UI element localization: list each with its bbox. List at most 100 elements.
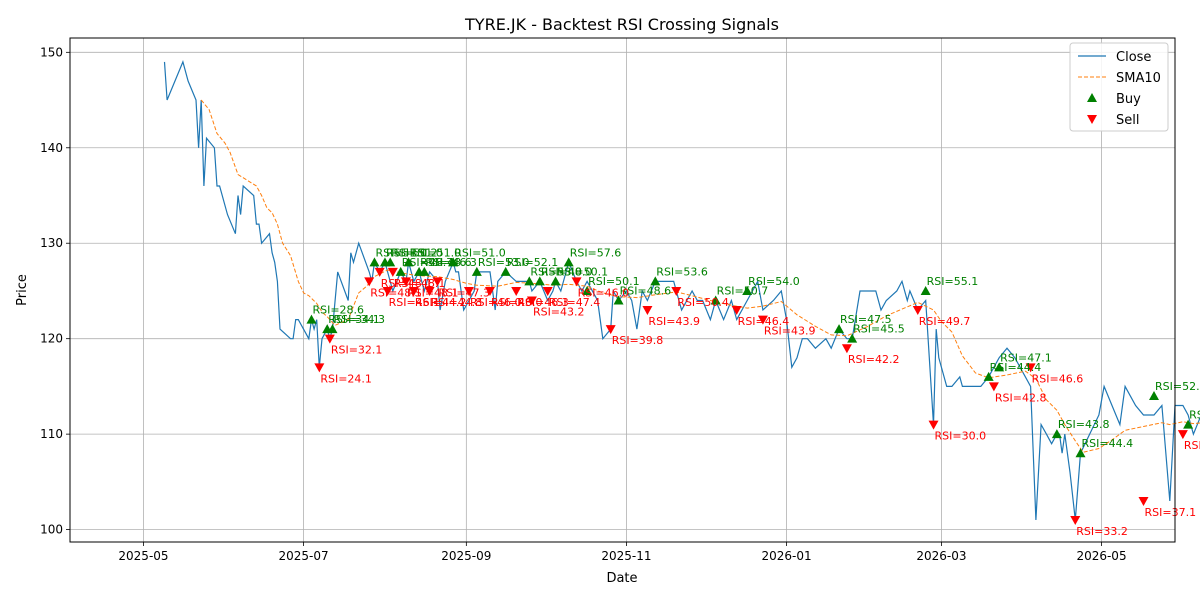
y-tick-label: 140	[40, 141, 63, 155]
buy-label: RSI=28.6	[312, 304, 364, 317]
sell-label: RSI=48.1	[407, 286, 459, 299]
signal-markers	[306, 257, 1194, 526]
sell-marker	[511, 286, 522, 296]
sell-label: RSI=47.3	[438, 286, 490, 299]
buy-label: RSI=53.0	[478, 256, 530, 269]
sell-marker	[542, 286, 553, 296]
buy-marker	[983, 371, 994, 381]
x-tick-label: 2026-01	[761, 549, 811, 563]
y-tick-label: 130	[40, 236, 63, 250]
buy-marker	[582, 285, 593, 295]
chart-title: TYRE.JK - Backtest RSI Crossing Signals	[464, 15, 779, 34]
sell-marker	[364, 277, 375, 287]
buy-marker	[650, 276, 661, 286]
x-tick-label: 2026-05	[1076, 549, 1126, 563]
buy-label: RSI=43.8	[1058, 418, 1110, 431]
x-tick-label: 2025-05	[118, 549, 168, 563]
legend-box	[1069, 42, 1169, 132]
sell-label: RSI=50.4	[677, 296, 729, 309]
buy-marker	[448, 257, 459, 267]
sell-label: RSI=39.8	[612, 334, 664, 347]
buy-marker	[1075, 448, 1086, 458]
sell-marker	[731, 306, 742, 316]
sell-label: RSI=37.1	[1145, 506, 1197, 519]
buy-label: RSI=51.1	[375, 246, 427, 259]
sell-marker	[432, 277, 443, 287]
sell-label: RSI=46.0	[578, 286, 630, 299]
x-tick-label: 2026-03	[916, 549, 966, 563]
sell-marker	[1177, 430, 1188, 440]
axes: 2025-05 2025-07 2025-09 2025-11 2026-01 2026-…	[40, 45, 1126, 563]
buy-label: RSI=48.7	[402, 256, 454, 269]
sell-marker	[526, 296, 537, 306]
sell-marker	[605, 325, 616, 335]
sell-label: RSI=46.1	[389, 296, 441, 309]
legend-label: SMA10	[1116, 71, 1161, 86]
y-tick-label: 150	[40, 45, 63, 59]
buy-label: RSI=52.9	[1155, 380, 1200, 393]
buy-marker	[710, 295, 721, 305]
sell-marker	[382, 286, 393, 296]
buy-label: RSI=44.4	[1082, 437, 1134, 450]
buy-label: RSI=52.1	[507, 256, 559, 269]
buy-marker	[613, 295, 624, 305]
buy-marker	[563, 257, 574, 267]
sell-label: RSI=44.2	[415, 296, 467, 309]
legend-swatch-sell	[1087, 115, 1097, 124]
buy-label: RSI=53.0	[530, 265, 582, 278]
y-axis-label: Price	[15, 274, 30, 306]
buy-marker	[327, 324, 338, 334]
sell-label: RSI=46.4	[738, 315, 790, 328]
sell-marker	[571, 277, 582, 287]
legend-label: Buy	[1116, 92, 1141, 107]
plot-frame	[69, 37, 1176, 543]
buy-label: RSI=55.1	[927, 275, 979, 288]
sell-label: RSI=42.8	[995, 391, 1047, 404]
buy-label: RSI=47.5	[840, 313, 892, 326]
buy-marker	[419, 266, 430, 276]
sell-label: RSI=24.1	[320, 372, 372, 385]
sell-marker	[400, 277, 411, 287]
sell-marker	[1138, 496, 1149, 506]
buy-marker	[1149, 390, 1160, 400]
buy-label: RSI=51.0	[410, 246, 462, 259]
sell-marker	[387, 267, 398, 277]
sell-marker	[841, 344, 852, 354]
sell-label: RSI=48.1	[370, 286, 422, 299]
sell-marker	[757, 315, 768, 325]
buy-label: RSI=45.5	[853, 323, 905, 336]
buy-label: RSI=50.1	[557, 265, 609, 278]
sell-label: RSI=47.4	[1184, 439, 1200, 452]
buy-marker	[1183, 419, 1194, 429]
sell-label: RSI=46.0	[470, 296, 522, 309]
buy-label: RSI=49.0	[1189, 409, 1200, 422]
sell-marker	[912, 306, 923, 316]
buy-marker	[920, 285, 931, 295]
legend-label: Sell	[1116, 113, 1139, 128]
buy-marker	[385, 257, 396, 267]
sell-label: RSI=33.2	[1076, 525, 1128, 538]
sell-marker	[408, 286, 419, 296]
buy-marker	[994, 362, 1005, 372]
sell-marker	[1025, 363, 1036, 373]
buy-marker	[500, 266, 511, 276]
buy-label: RSI=44.4	[990, 361, 1042, 374]
sell-label: RSI=44.8	[431, 296, 483, 309]
sell-marker	[642, 306, 653, 316]
sell-label: RSI=48.1	[394, 277, 446, 290]
sell-label: RSI=47.4	[549, 296, 601, 309]
legend-swatch-buy	[1087, 93, 1097, 102]
sell-label: RSI=46.6	[1032, 372, 1084, 385]
x-axis-label: Date	[606, 571, 637, 586]
buy-label: RSI=54.0	[748, 275, 800, 288]
sell-label: RSI=32.1	[331, 344, 383, 357]
buy-marker	[369, 257, 380, 267]
buy-marker	[471, 266, 482, 276]
buy-label: RSI=48.0	[541, 265, 593, 278]
buy-marker	[742, 285, 753, 295]
sell-marker	[463, 286, 474, 296]
buy-label: RSI=57.6	[570, 246, 622, 259]
sell-marker	[374, 267, 385, 277]
